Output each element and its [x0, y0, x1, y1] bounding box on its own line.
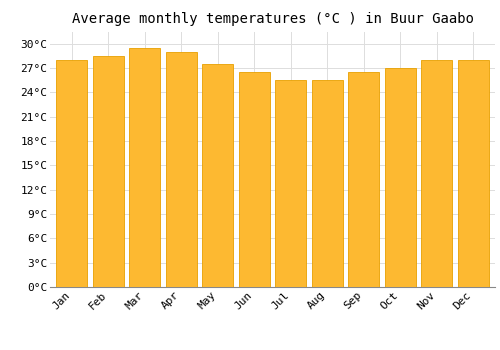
Bar [202, 64, 234, 287]
Bar [458, 60, 488, 287]
Bar [421, 60, 452, 287]
Bar [130, 48, 160, 287]
Bar [239, 72, 270, 287]
Bar [93, 56, 124, 287]
Bar [275, 80, 306, 287]
Bar [348, 72, 379, 287]
Bar [56, 60, 88, 287]
Title: Average monthly temperatures (°C ) in Buur Gaabo: Average monthly temperatures (°C ) in Bu… [72, 12, 473, 26]
Bar [384, 68, 416, 287]
Bar [166, 52, 197, 287]
Bar [312, 80, 342, 287]
